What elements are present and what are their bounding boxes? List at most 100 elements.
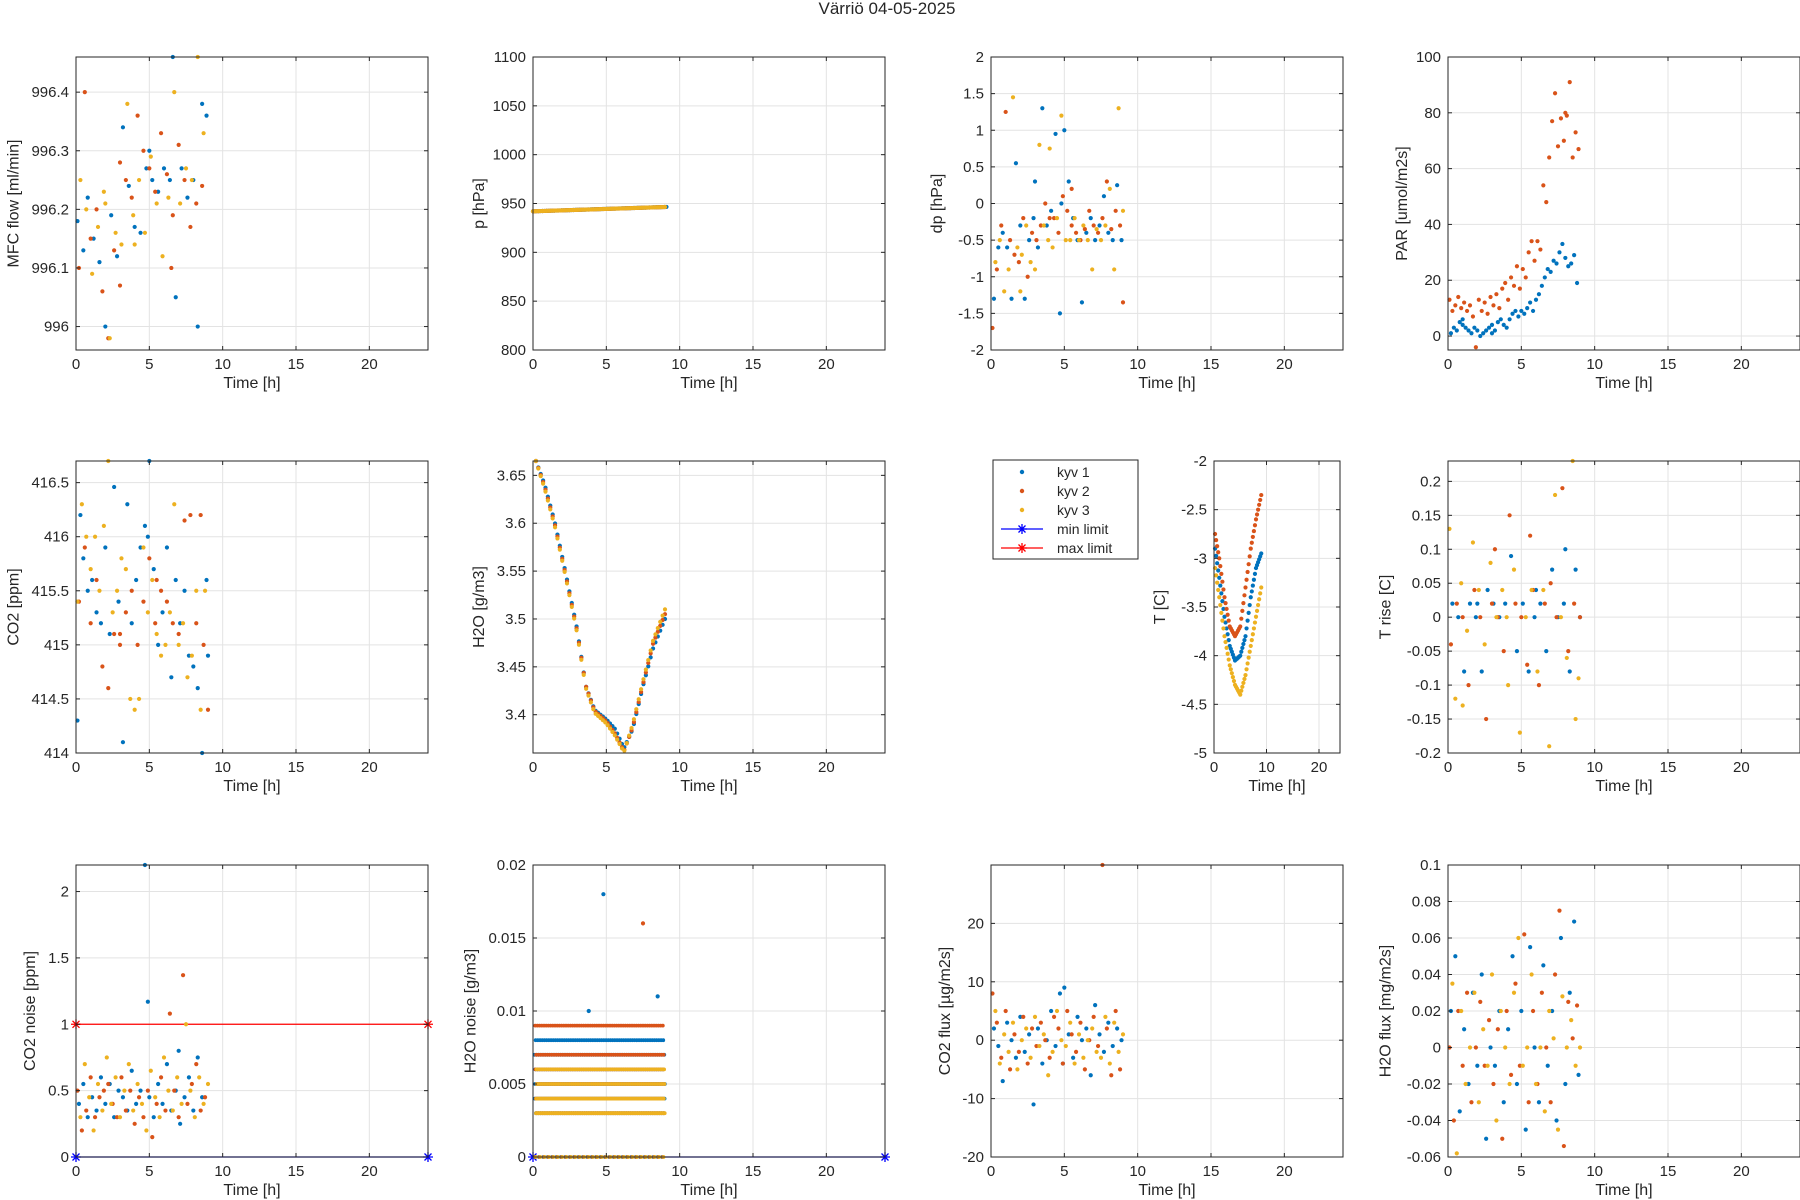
- y-tick-label: 10: [967, 974, 984, 991]
- data-point: [650, 641, 656, 646]
- data-point: [188, 224, 193, 230]
- data-point: [1093, 238, 1098, 243]
- data-point: [81, 556, 86, 561]
- data-point: [1116, 1049, 1121, 1054]
- data-point: [1220, 579, 1225, 584]
- data-point: [1022, 1049, 1027, 1054]
- data-point: [1555, 144, 1561, 149]
- data-point: [94, 577, 99, 583]
- data-point: [1466, 328, 1471, 333]
- data-point: [1569, 1018, 1574, 1023]
- data-point: [1572, 253, 1577, 258]
- data-point: [1238, 653, 1243, 658]
- x-tick-label: 10: [1586, 356, 1603, 373]
- data-point: [660, 613, 665, 618]
- plot-area: [1448, 461, 1800, 753]
- data-point: [1019, 1038, 1024, 1043]
- data-point: [1239, 649, 1244, 654]
- data-point: [141, 599, 146, 604]
- x-tick-label: 5: [602, 759, 610, 776]
- data-point: [202, 588, 208, 593]
- data-point: [555, 536, 560, 541]
- data-point: [1516, 935, 1521, 941]
- data-point: [1572, 601, 1577, 606]
- y-axis-label: H2O noise [g/m3]: [463, 949, 480, 1074]
- x-tick-label: 10: [1586, 759, 1603, 776]
- data-point: [170, 621, 175, 626]
- data-point: [1025, 1061, 1030, 1066]
- data-point: [144, 166, 149, 171]
- data-point: [1090, 1026, 1095, 1031]
- y-axis-label: dp [hPa]: [929, 174, 946, 234]
- data-point: [1456, 615, 1461, 620]
- data-point: [1448, 331, 1454, 336]
- data-point: [1239, 688, 1244, 693]
- data-point: [1451, 1118, 1456, 1123]
- data-point: [1453, 696, 1458, 701]
- data-point: [1467, 303, 1473, 308]
- data-point: [128, 696, 133, 702]
- data-point: [601, 892, 606, 897]
- data-point: [204, 577, 209, 583]
- data-point: [95, 224, 101, 230]
- data-point: [1031, 216, 1036, 221]
- data-point: [202, 1095, 208, 1100]
- data-point: [161, 1055, 167, 1060]
- data-point: [194, 621, 199, 626]
- y-tick-label: -10: [962, 1091, 984, 1108]
- data-point: [1533, 1081, 1539, 1087]
- data-point: [147, 1095, 152, 1100]
- data-point: [1223, 639, 1228, 645]
- data-point: [1481, 331, 1486, 336]
- x-tick-label: 5: [145, 759, 153, 776]
- data-point: [194, 201, 199, 206]
- data-point: [170, 213, 175, 218]
- data-point: [1566, 264, 1571, 269]
- data-point: [1053, 131, 1058, 137]
- y-tick-label: 2: [61, 884, 69, 901]
- data-point: [1043, 201, 1048, 206]
- x-axis-label: Time [h]: [223, 1182, 280, 1199]
- data-point: [176, 631, 181, 637]
- data-point: [1088, 1073, 1093, 1078]
- data-point: [1500, 286, 1505, 291]
- data-point: [1107, 1061, 1112, 1066]
- data-point: [1041, 1032, 1046, 1037]
- y-tick-label: 0.05: [1412, 575, 1441, 592]
- data-point: [107, 336, 112, 341]
- data-point: [1037, 142, 1042, 147]
- data-point: [996, 245, 1001, 250]
- y-tick-label: 0.02: [1412, 1003, 1441, 1020]
- data-point: [655, 626, 660, 631]
- data-point: [1224, 645, 1229, 650]
- data-point: [1257, 597, 1262, 602]
- data-point: [1223, 601, 1228, 606]
- data-point: [90, 271, 95, 276]
- data-point: [135, 113, 140, 118]
- data-point: [1084, 1026, 1089, 1031]
- data-point: [1479, 972, 1484, 977]
- data-point: [1046, 238, 1051, 243]
- data-point: [1246, 610, 1251, 615]
- data-point: [579, 657, 584, 662]
- data-point: [172, 1088, 177, 1093]
- data-point: [1564, 655, 1569, 661]
- data-point: [97, 260, 102, 265]
- y-tick-label: 1.5: [963, 86, 984, 103]
- data-point: [1005, 245, 1010, 250]
- data-point: [1088, 216, 1093, 221]
- x-tick-label: 0: [1444, 356, 1452, 373]
- data-point: [1535, 239, 1540, 244]
- data-point: [560, 558, 565, 563]
- y-tick-label: 0.01: [497, 1003, 526, 1020]
- y-tick-label: 0.04: [1412, 967, 1441, 984]
- data-point: [1101, 1049, 1107, 1054]
- data-point: [1525, 1045, 1530, 1050]
- data-point: [1010, 95, 1016, 100]
- data-point: [112, 631, 117, 637]
- y-axis-label: PAR [umol/m2s]: [1394, 146, 1411, 260]
- y-tick-label: -1: [971, 269, 984, 286]
- data-point: [605, 723, 610, 728]
- data-point: [1563, 255, 1568, 261]
